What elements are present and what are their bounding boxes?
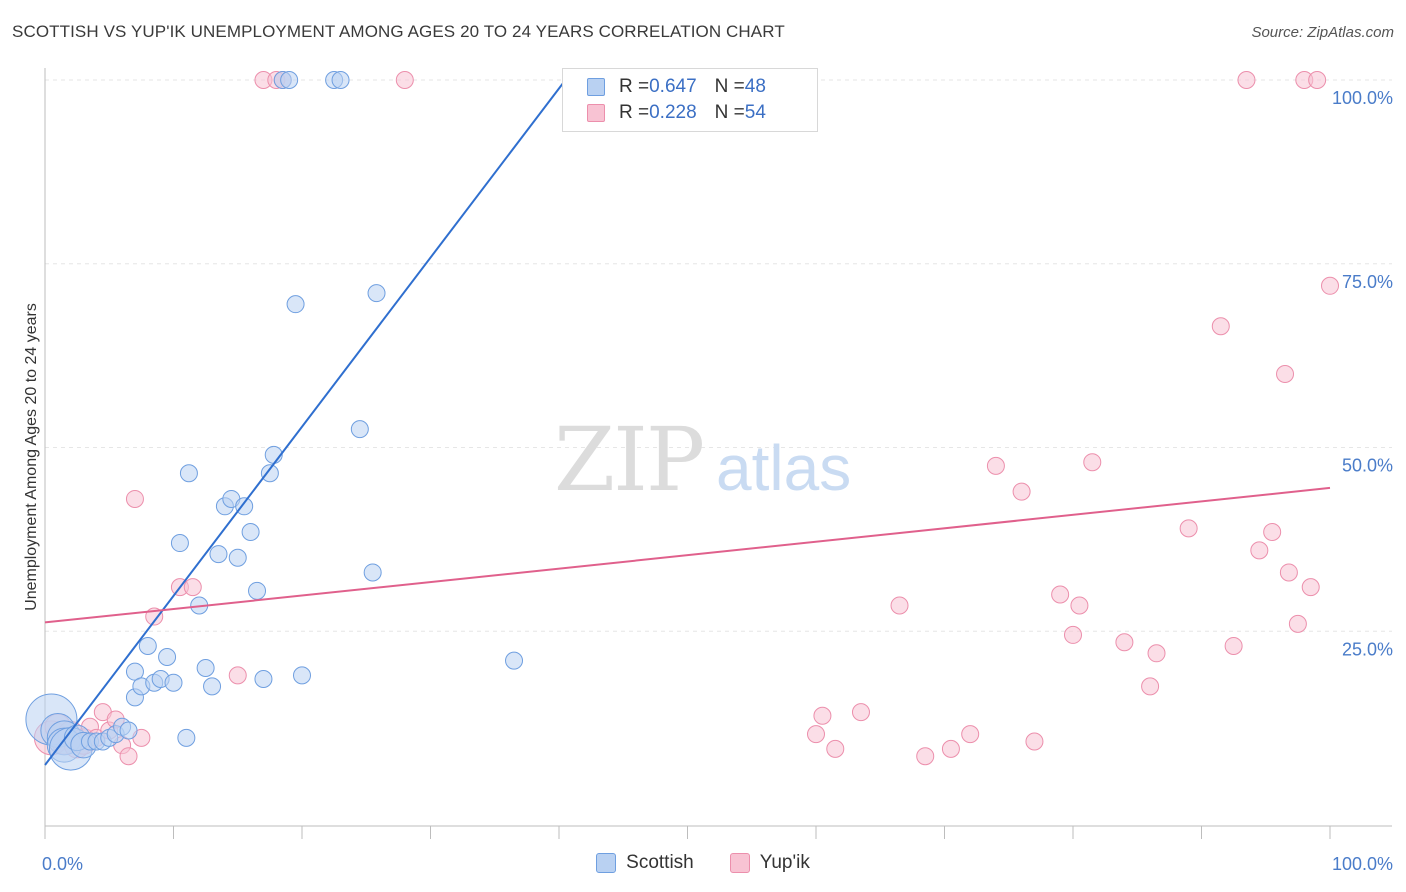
data-point (813, 706, 832, 725)
data-point (203, 677, 222, 696)
data-point (164, 673, 183, 692)
legend-n-value: 54 (744, 102, 766, 123)
data-point (209, 545, 228, 564)
data-point (986, 456, 1005, 475)
series-legend: Scottish Yup'ik (0, 852, 1406, 874)
y-tick-label: 50.0% (1342, 456, 1393, 476)
data-point (363, 563, 382, 582)
trendlines (44, 79, 1331, 766)
legend-label-scottish: Scottish (626, 852, 694, 873)
data-point (196, 659, 215, 677)
data-point (941, 739, 960, 758)
trendline-yupik (44, 486, 1331, 624)
x-tick-label: 0.0% (42, 854, 83, 874)
data-point (350, 420, 369, 439)
data-point (1064, 625, 1082, 644)
watermark-atlas: atlas (716, 432, 851, 504)
correlation-legend: R = 0.647 N = 48 R = 0.228 N = 54 (562, 68, 818, 132)
data-point (179, 464, 198, 483)
data-point (1012, 482, 1031, 501)
y-tick-label: 25.0% (1342, 639, 1393, 659)
data-point (1025, 732, 1044, 751)
data-point (125, 489, 144, 508)
legend-item-scottish[interactable]: Scottish (596, 852, 694, 874)
legend-r-label: R = (619, 76, 650, 97)
watermark: ZIP atlas (554, 408, 851, 511)
legend-label-yupik: Yup'ik (759, 852, 810, 873)
data-point (228, 666, 247, 685)
scottish-swatch (596, 853, 617, 873)
data-point (1051, 585, 1070, 604)
data-point (280, 71, 299, 89)
tick-labels: 25.0% 50.0% 75.0% 100.0% 0.0% 100.0% (42, 88, 1393, 874)
yupik-swatch (587, 104, 605, 122)
data-point (241, 523, 260, 542)
legend-n-label: N = (714, 76, 745, 97)
data-point (890, 596, 909, 615)
data-point (505, 651, 524, 670)
data-point (1070, 596, 1089, 615)
data-point (1147, 644, 1166, 663)
data-point (170, 534, 189, 553)
data-point (138, 636, 157, 655)
data-point (183, 578, 202, 597)
y-tick-label: 75.0% (1342, 272, 1393, 292)
legend-r-value: 0.647 (649, 76, 697, 97)
y-axis-label: Unemployment Among Ages 20 to 24 years (23, 303, 40, 611)
data-point (1211, 317, 1230, 336)
data-point (1141, 677, 1160, 696)
data-point (119, 747, 138, 766)
data-point (228, 548, 247, 567)
data-point (1279, 563, 1298, 582)
data-point (119, 721, 138, 740)
yupik-swatch (729, 853, 750, 873)
data-point (248, 581, 267, 600)
legend-n-value: 48 (744, 76, 766, 97)
data-point (1083, 453, 1102, 472)
data-point (1115, 633, 1134, 652)
legend-r-label: R = (619, 102, 650, 123)
grid-lines (45, 79, 1392, 632)
data-point (1179, 519, 1198, 538)
data-point (293, 666, 311, 685)
data-point (826, 739, 845, 758)
data-point (851, 703, 870, 722)
data-point (331, 71, 350, 89)
data-point (158, 647, 177, 666)
data-point (395, 71, 414, 89)
data-point (1288, 614, 1307, 633)
data-point (1308, 71, 1327, 89)
scottish-swatch (587, 78, 605, 96)
legend-row-yupik: R = 0.228 N = 54 (587, 101, 766, 125)
chart-title: SCOTTISH VS YUP'IK UNEMPLOYMENT AMONG AG… (12, 22, 785, 41)
data-point (177, 728, 196, 747)
x-tick-label: 100.0% (1332, 854, 1393, 874)
data-point (1301, 578, 1320, 597)
data-point (260, 464, 279, 483)
data-point (254, 670, 273, 689)
data-point (1276, 365, 1295, 383)
source-label: Source: ZipAtlas.com (1251, 24, 1394, 41)
data-point (286, 295, 305, 314)
y-tick-label: 100.0% (1332, 88, 1393, 108)
data-point (1263, 523, 1282, 542)
data-point (807, 725, 825, 744)
data-point (961, 725, 980, 744)
data-point (1321, 276, 1339, 295)
data-point (916, 747, 935, 766)
watermark-zip: ZIP (554, 408, 703, 511)
legend-row-scottish: R = 0.647 N = 48 (587, 75, 766, 99)
data-point (367, 284, 386, 303)
legend-item-yupik[interactable]: Yup'ik (729, 852, 810, 874)
data-point (235, 497, 254, 516)
data-point (1237, 71, 1256, 89)
series-scottish (25, 71, 524, 771)
legend-r-value: 0.228 (649, 102, 697, 123)
trendline-scottish (44, 79, 567, 766)
data-point (1250, 541, 1269, 560)
data-point (1224, 636, 1243, 655)
legend-n-label: N = (714, 102, 745, 123)
